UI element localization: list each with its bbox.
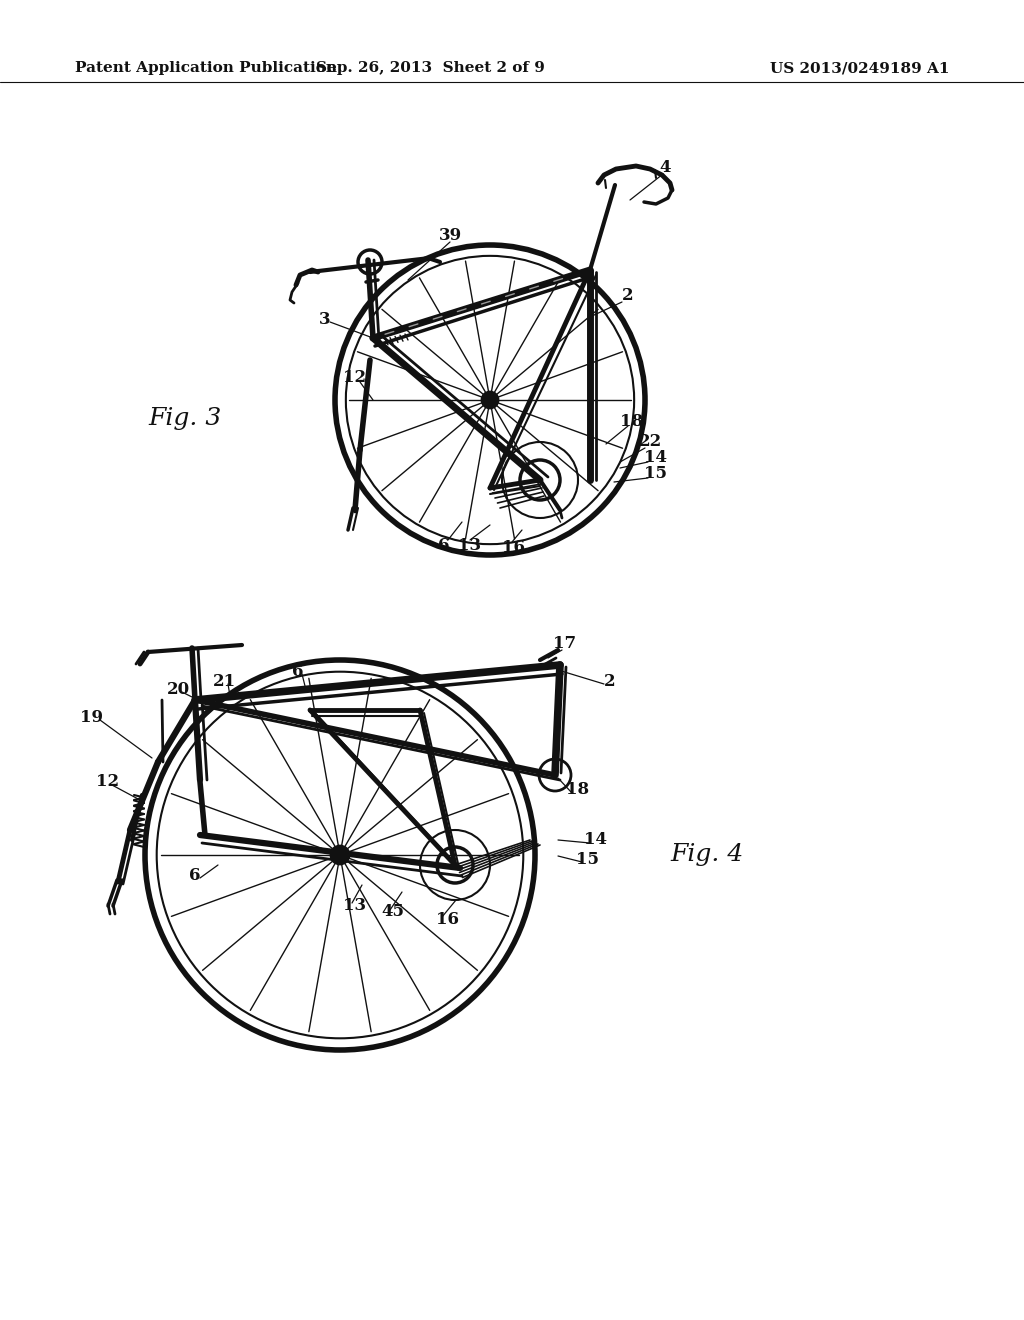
Text: 15: 15 bbox=[644, 466, 668, 483]
Text: 14: 14 bbox=[643, 450, 667, 466]
Text: 18: 18 bbox=[621, 413, 643, 430]
Circle shape bbox=[482, 392, 498, 408]
Text: 6: 6 bbox=[292, 664, 304, 681]
Text: 20: 20 bbox=[167, 681, 189, 698]
Text: 39: 39 bbox=[438, 227, 462, 244]
Text: 45: 45 bbox=[382, 903, 404, 920]
Text: Sep. 26, 2013  Sheet 2 of 9: Sep. 26, 2013 Sheet 2 of 9 bbox=[315, 61, 545, 75]
Text: 12: 12 bbox=[96, 774, 120, 791]
Text: US 2013/0249189 A1: US 2013/0249189 A1 bbox=[770, 61, 950, 75]
Text: 16: 16 bbox=[503, 540, 525, 557]
Text: 15: 15 bbox=[577, 851, 599, 869]
Text: 6: 6 bbox=[189, 867, 201, 884]
Text: 19: 19 bbox=[81, 710, 103, 726]
Text: 13: 13 bbox=[343, 898, 367, 915]
Text: 2: 2 bbox=[623, 288, 634, 305]
Text: 18: 18 bbox=[566, 781, 590, 799]
Text: Fig. 3: Fig. 3 bbox=[148, 407, 221, 429]
Text: 2: 2 bbox=[604, 673, 615, 690]
Text: 16: 16 bbox=[436, 912, 460, 928]
Text: Fig. 4: Fig. 4 bbox=[670, 843, 743, 866]
Text: 22: 22 bbox=[638, 433, 662, 450]
Text: 13: 13 bbox=[459, 537, 481, 554]
Text: 12: 12 bbox=[343, 370, 367, 387]
Text: Patent Application Publication: Patent Application Publication bbox=[75, 61, 337, 75]
Circle shape bbox=[331, 846, 349, 865]
Text: 6: 6 bbox=[438, 537, 450, 554]
Text: 17: 17 bbox=[553, 635, 577, 652]
Text: 21: 21 bbox=[212, 673, 236, 690]
Text: 4: 4 bbox=[659, 160, 671, 177]
Text: 14: 14 bbox=[585, 832, 607, 849]
Text: 3: 3 bbox=[319, 312, 331, 329]
